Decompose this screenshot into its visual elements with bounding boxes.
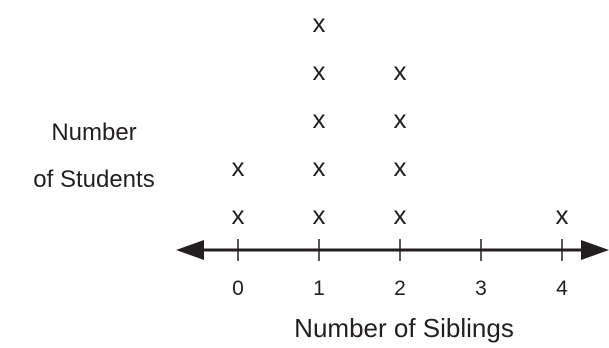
x-tick-label: 0 [232, 277, 244, 300]
data-mark-x: x [313, 8, 326, 38]
data-mark-x: x [232, 200, 245, 230]
right-arrowhead-icon [581, 240, 609, 260]
data-mark-x: x [394, 104, 407, 134]
y-axis-label-line-2: of Students [33, 166, 154, 193]
data-mark-x: x [394, 56, 407, 86]
data-mark-x: x [313, 56, 326, 86]
x-axis-label: Number of Siblings [294, 313, 514, 343]
left-arrowhead-icon [176, 240, 204, 260]
data-mark-x: x [394, 152, 407, 182]
x-tick-label: 4 [556, 277, 568, 300]
data-mark-x: x [556, 200, 569, 230]
x-tick-label: 3 [475, 277, 487, 300]
data-mark-x: x [394, 200, 407, 230]
data-mark-x: x [313, 152, 326, 182]
x-tick-label: 2 [394, 277, 406, 300]
data-mark-x: x [313, 104, 326, 134]
data-mark-x: x [232, 152, 245, 182]
y-axis-label-line-1: Number [51, 119, 136, 146]
data-mark-x: x [313, 200, 326, 230]
x-tick-label: 1 [313, 277, 325, 300]
